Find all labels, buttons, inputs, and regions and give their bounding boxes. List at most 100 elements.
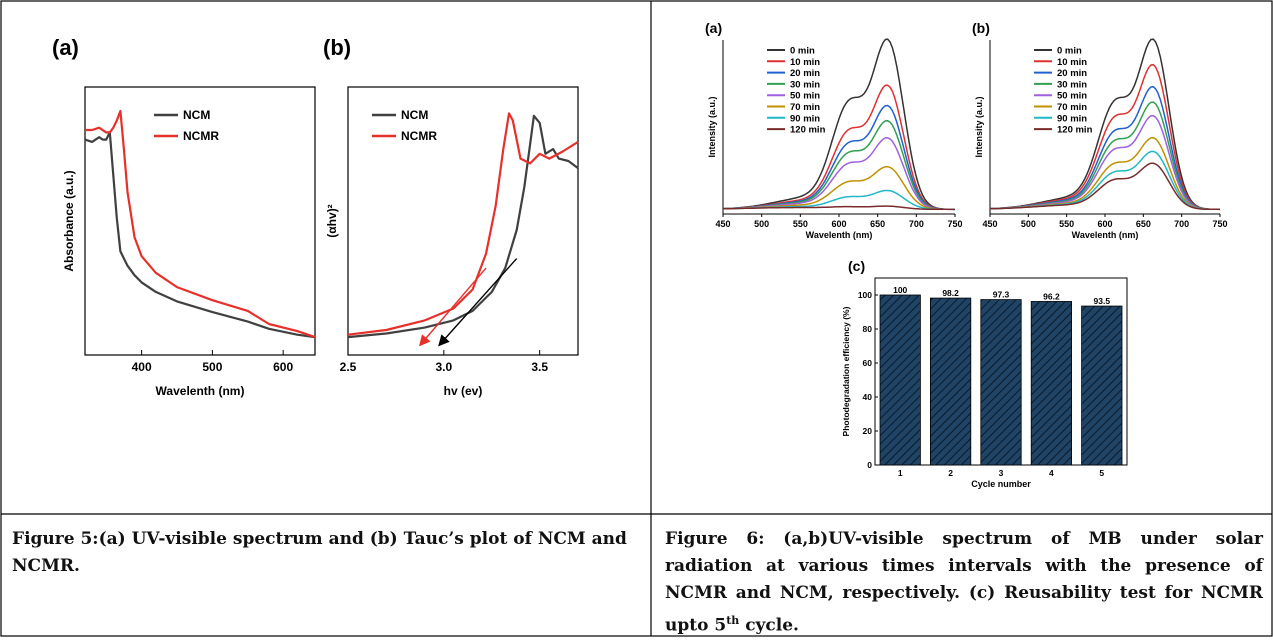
y-tick-label: 0: [867, 460, 872, 470]
x-tick-label: 3.5: [531, 360, 548, 374]
bar-value-label: 100: [893, 285, 907, 295]
bar-cycle-1: [879, 294, 921, 466]
x-tick-label: 650: [870, 219, 885, 229]
y-tick-label: 100: [858, 290, 872, 300]
series-line-ncm: [84, 131, 316, 339]
chart-fig5a: (a) 400 500 600 Wavelenth (nm) Absorbance (a.…: [52, 35, 316, 398]
x-tick-label: 550: [793, 219, 808, 229]
x-tick-label: 3: [999, 468, 1004, 478]
y-axis-label: Absorbance (a.u.): [62, 170, 76, 271]
y-axis-label: Intensity (a.u.): [974, 96, 984, 157]
series-line-7: [989, 162, 1221, 211]
x-tick-label: 450: [982, 219, 997, 229]
plot-frame: [347, 86, 579, 356]
x-tick-label: 700: [1174, 219, 1189, 229]
x-tick-label: 600: [831, 219, 846, 229]
x-tick-label: 750: [1212, 219, 1227, 229]
y-axis-label: (αhv)²: [325, 204, 339, 237]
x-tick-label: 3.0: [435, 360, 452, 374]
y-tick-label: 80: [863, 324, 873, 334]
y-tick-label: 20: [863, 426, 873, 436]
series-line-0: [722, 38, 955, 211]
x-axis-label: Wavelenth (nm): [806, 230, 873, 240]
panel-label: (b): [323, 35, 351, 60]
legend-label-ncmr: NCMR: [401, 129, 437, 143]
x-axis-label: hv (ev): [444, 384, 483, 398]
series-line-ncmr: [85, 109, 316, 339]
x-axis-label: Wavelenth (nm): [1072, 230, 1139, 240]
x-tick-label: 2.5: [340, 360, 357, 374]
x-tick-label: 600: [273, 360, 293, 374]
x-tick-label: 550: [1059, 219, 1074, 229]
figure-6-caption-end: cycle.: [739, 615, 799, 636]
panel-label: (c): [848, 258, 865, 274]
x-tick-label: 450: [715, 219, 730, 229]
chart-fig6a: (a) 450 500 550 600 650 700 750 Wavelenth (nm) In…: [705, 20, 963, 240]
legend-label-4: 50 min: [1057, 91, 1087, 102]
bar-value-label: 96.2: [1043, 291, 1060, 301]
bar-value-label: 98.2: [942, 288, 959, 298]
panel-label: (a): [705, 20, 722, 36]
legend-label-5: 70 min: [790, 102, 820, 113]
bar-cycle-3: [980, 299, 1022, 466]
series-line-ncmr: [347, 112, 579, 336]
bar-cycle-2: [930, 297, 972, 466]
y-axis-label: Intensity (a.u.): [707, 96, 717, 157]
x-tick-label: 1: [898, 468, 903, 478]
legend-label-3: 30 min: [1057, 79, 1087, 90]
legend-label-0: 0 min: [1057, 46, 1082, 57]
panel-label: (b): [972, 20, 990, 36]
figure-5-caption-text: Figure 5:(a) UV-visible spectrum and (b)…: [12, 529, 627, 576]
x-tick-label: 500: [1021, 219, 1036, 229]
x-tick-label: 400: [132, 360, 152, 374]
tangent-line-ncm: [438, 258, 518, 347]
legend-label-0: 0 min: [790, 46, 815, 57]
legend-label-7: 120 min: [790, 125, 826, 136]
series-line-7: [723, 205, 955, 211]
x-tick-label: 4: [1049, 468, 1054, 478]
x-tick-label: 600: [1097, 219, 1112, 229]
plot-frame: [84, 86, 316, 356]
bar-value-label: 97.3: [993, 290, 1010, 300]
legend-label-ncm: NCM: [183, 108, 210, 122]
y-tick-label: 40: [863, 392, 873, 402]
legend-label-6: 90 min: [1057, 113, 1087, 124]
series-line-ncm: [347, 114, 579, 339]
legend-label-6: 90 min: [790, 113, 820, 124]
legend-label-4: 50 min: [790, 91, 820, 102]
legend-label-3: 30 min: [790, 79, 820, 90]
x-axis-label: Cycle number: [971, 479, 1031, 489]
legend-label-1: 10 min: [790, 57, 820, 68]
x-axis-label: Wavelenth (nm): [156, 384, 245, 398]
x-tick-label: 5: [1099, 468, 1104, 478]
legend-label-2: 20 min: [790, 68, 820, 79]
legend-label-7: 120 min: [1057, 125, 1093, 136]
legend-label-5: 70 min: [1057, 102, 1087, 113]
x-tick-label: 650: [1136, 219, 1151, 229]
y-tick-label: 60: [863, 358, 873, 368]
bar-value-label: 93.5: [1094, 296, 1111, 306]
tangent-line-ncmr: [419, 267, 487, 347]
chart-fig5b: (b) 2.5 3.0 3.5 hv (ev) (αhv)² NCM NCMR: [323, 35, 579, 398]
panel-label: (a): [52, 35, 79, 60]
y-axis-label: Photodegradation efficiency (%): [841, 306, 851, 436]
chart-fig6b: (b) 450 500 550 600 650 700 750 Wavelenth (nm) In…: [972, 20, 1228, 240]
bar-cycle-5: [1081, 305, 1123, 466]
figure-6-caption-text: Figure 6: (a,b)UV-visible spectrum of MB…: [665, 529, 1263, 636]
legend-label-ncmr: NCMR: [183, 129, 219, 143]
figure-6-caption: Figure 6: (a,b)UV-visible spectrum of MB…: [665, 526, 1263, 640]
x-tick-label: 750: [947, 219, 962, 229]
x-tick-label: 500: [202, 360, 222, 374]
legend-label-2: 20 min: [1057, 68, 1087, 79]
x-tick-label: 2: [948, 468, 953, 478]
legend-label-1: 10 min: [1057, 57, 1087, 68]
bar-cycle-4: [1030, 301, 1072, 466]
figure-6-caption-superscript: th: [726, 614, 740, 627]
x-tick-label: 500: [754, 219, 769, 229]
x-tick-label: 700: [909, 219, 924, 229]
figure-5-caption: Figure 5:(a) UV-visible spectrum and (b)…: [12, 526, 637, 580]
legend-label-ncm: NCM: [401, 108, 428, 122]
